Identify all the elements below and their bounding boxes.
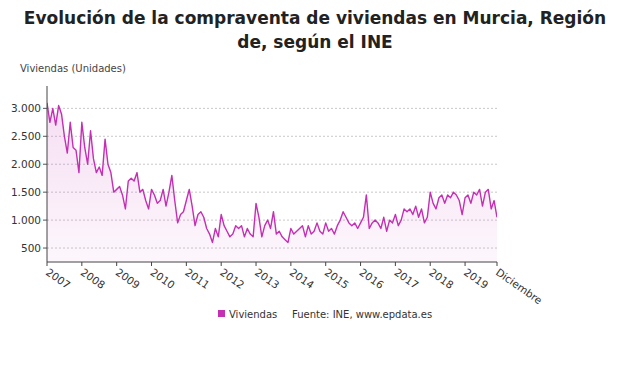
x-tick-label: 2012 <box>218 266 247 291</box>
y-label: Viviendas (Unidades) <box>20 63 126 74</box>
y-tick <box>43 108 47 109</box>
x-axis <box>47 262 497 263</box>
plot-marks <box>47 103 497 262</box>
x-tick <box>81 262 82 266</box>
y-tick <box>43 164 47 165</box>
x-tick-label: 2007 <box>44 266 73 291</box>
y-tick <box>43 220 47 221</box>
x-tick-label: 2019 <box>462 266 491 291</box>
y-tick-label: 2.500 <box>11 130 41 142</box>
x-tick-label: 2013 <box>253 266 282 291</box>
x-tick-label: 2015 <box>323 266 352 291</box>
x-tick-label: 2011 <box>183 266 212 291</box>
y-tick-label: 1.500 <box>11 186 41 198</box>
x-tick-label: 2018 <box>427 266 456 291</box>
x-tick <box>325 262 326 266</box>
line <box>47 103 497 243</box>
x-tick <box>256 262 257 266</box>
grid-line <box>47 164 497 165</box>
x-tick-label: 2009 <box>114 266 143 291</box>
x-tick-label: 2016 <box>357 266 386 291</box>
y-tick <box>43 136 47 137</box>
x-tick <box>186 262 187 266</box>
x-tick-label: 2014 <box>288 266 317 291</box>
y-tick-label: 3.000 <box>11 102 41 114</box>
x-tick-label: 2017 <box>392 266 421 291</box>
title: Evolución de la compraventa de viviendas… <box>10 6 620 54</box>
x-tick <box>360 262 361 266</box>
x-tick <box>290 262 291 266</box>
grid-line <box>47 136 497 137</box>
legend-swatch <box>218 310 225 317</box>
x-tick <box>116 262 117 266</box>
area <box>47 103 497 262</box>
x-tick <box>430 262 431 266</box>
y-tick <box>43 192 47 193</box>
x-tick-label: 2008 <box>79 266 108 291</box>
legend-label: Viviendas <box>229 309 277 320</box>
x-tick-label: 2010 <box>148 266 177 291</box>
x-tick <box>465 262 466 266</box>
y-axis <box>47 86 48 262</box>
y-tick-label: 500 <box>21 242 41 254</box>
x-tick <box>395 262 396 266</box>
x-tick <box>47 262 48 266</box>
y-tick <box>43 248 47 249</box>
y-tick-label: 1.000 <box>11 214 41 226</box>
chart: Viviendas (Unidades) 500 1.000 1.500 2.000 2.… <box>0 0 630 370</box>
x-tick-label: Diciembre <box>494 266 545 307</box>
grid-line <box>47 108 497 109</box>
x-tick <box>497 262 498 266</box>
x-tick <box>221 262 222 266</box>
source: Fuente: INE, www.epdata.es <box>292 309 432 320</box>
y-tick-label: 2.000 <box>11 158 41 170</box>
x-tick <box>151 262 152 266</box>
